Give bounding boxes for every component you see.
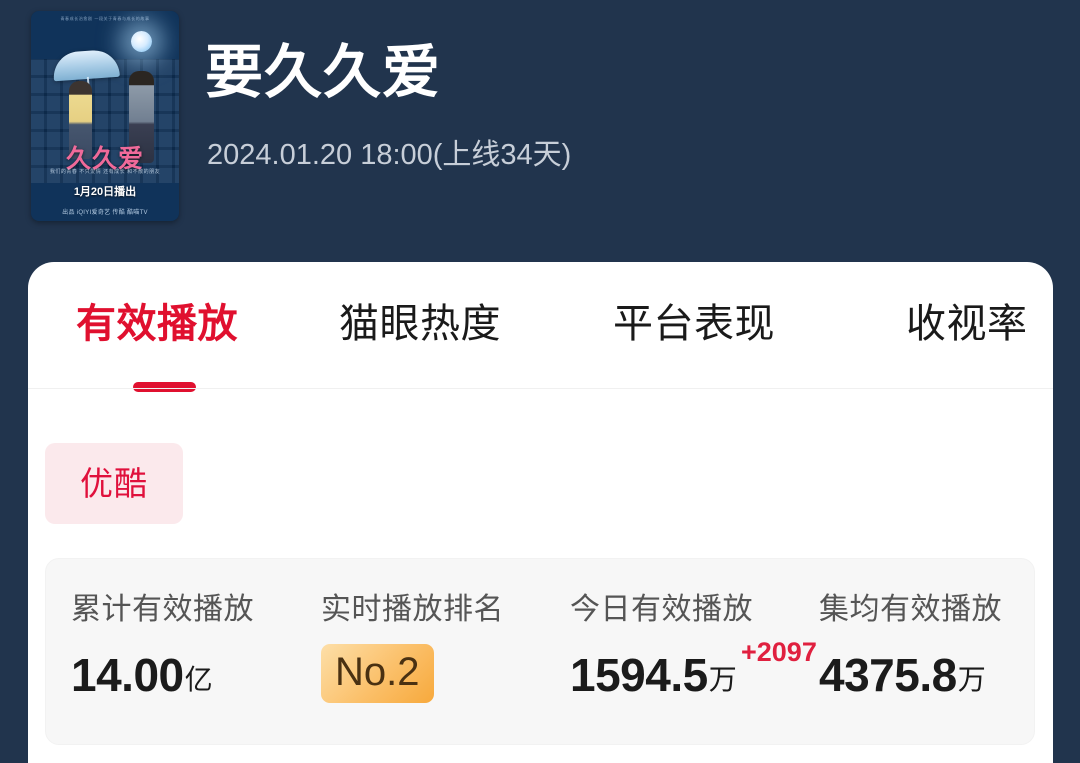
tab-platform-performance[interactable]: 平台表现 [613,302,775,346]
stat-unit: 亿 [184,664,213,695]
poster-character-female [69,81,92,159]
stat-number: 1594.5 [570,649,708,701]
poster-credits: 出品 iQIYI爱奇艺 传酷 酷喵TV [62,210,148,216]
active-tab-indicator [133,382,196,392]
stat-value-group: 1594.5 万 +2097 [570,637,817,703]
poster-top-tagline: 青春成长治愈剧 一段关于青春与成长的故事 [60,16,150,21]
stat-realtime-rank: 实时播放排名 No.2 [321,591,504,703]
stat-delta-increase: +2097 [741,637,817,667]
content-sheet: 有效播放 猫眼热度 平台表现 收视率 优酷 累计有效播放 14.00 亿 实时播放… [28,262,1053,763]
stat-cumulative-plays: 累计有效播放 14.00 亿 [71,591,254,703]
stat-average-per-episode: 集均有效播放 4375.8 万 [819,591,1002,703]
page-title: 要久久爱 [205,40,442,105]
tab-maoyan-heat[interactable]: 猫眼热度 [339,302,501,346]
show-header: 青春成长治愈剧 一段关于青春与成长的故事 久久爱 我们的青春 不只爱情 还有成长… [0,0,1080,262]
stat-label: 集均有效播放 [819,593,1002,626]
platform-badge-label: 优酷 [80,464,148,502]
show-poster[interactable]: 青春成长治愈剧 一段关于青春与成长的故事 久久爱 我们的青春 不只爱情 还有成长… [31,11,179,221]
tab-bar: 有效播放 猫眼热度 平台表现 收视率 [28,262,1053,392]
poster-artwork [31,11,179,221]
poster-title-logo: 久久爱 [65,144,144,173]
stat-value-group: 14.00 亿 [71,643,254,703]
stat-number: 14.00 [71,649,184,701]
stat-label: 累计有效播放 [71,593,254,626]
stat-today-plays: 今日有效播放 1594.5 万 +2097 [570,591,817,703]
poster-character-male [129,71,154,163]
tab-ratings[interactable]: 收视率 [906,302,1028,346]
stat-value-group: 4375.8 万 [819,643,1002,703]
stat-number: 4375.8 [819,649,957,701]
tab-effective-plays[interactable]: 有效播放 [76,302,238,346]
stats-panel: 累计有效播放 14.00 亿 实时播放排名 No.2 今日有效播放 1594.5 万… [45,558,1035,745]
platform-badge-youku[interactable]: 优酷 [45,443,183,524]
stat-value-group: No.2 [321,643,504,703]
stat-unit: 万 [708,664,737,695]
rank-badge: No.2 [321,644,434,703]
poster-subtitle: 我们的青春 不只爱情 还有成长 和不散的朋友 [49,169,161,175]
stat-label: 实时播放排名 [321,593,504,626]
stat-label: 今日有效播放 [570,593,753,626]
release-date-label: 2024.01.20 18:00(上线34天) [207,139,572,171]
poster-moon-icon [131,31,152,52]
stat-unit: 万 [957,664,986,695]
tab-bar-divider [28,388,1053,389]
poster-broadcast-date: 1月20日播出 [73,186,137,198]
